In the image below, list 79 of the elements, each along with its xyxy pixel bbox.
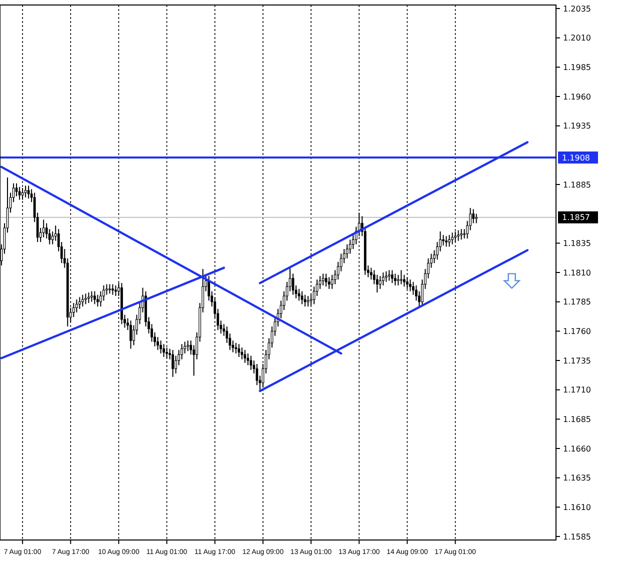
- candlestick: [160, 340, 162, 354]
- y-tick-label: 1.2010: [563, 34, 591, 43]
- candlestick: [324, 273, 328, 288]
- candlestick: [300, 290, 304, 305]
- candlestick: [244, 349, 246, 364]
- candlestick: [87, 292, 90, 304]
- y-tick-label: 1.1735: [563, 356, 591, 366]
- candlestick: [186, 340, 190, 352]
- y-tick-label: 1.1685: [563, 414, 591, 424]
- candlestick: [304, 294, 306, 308]
- candlestick: [409, 279, 412, 292]
- candlestick: [475, 213, 478, 224]
- ref-line-label: 1.1908: [562, 153, 590, 162]
- candlestick: [238, 344, 240, 358]
- candlestick: [298, 288, 300, 302]
- candlestick: [84, 293, 87, 305]
- candlestick: [397, 274, 400, 286]
- candlestick: [72, 302, 75, 318]
- candlestick: [78, 296, 81, 310]
- y-tick-label: 1.1585: [563, 532, 591, 542]
- candlestick: [130, 320, 132, 350]
- candlestick: [96, 294, 99, 308]
- candlestick: [90, 290, 93, 302]
- candlestick: [256, 364, 258, 386]
- candlestick: [348, 239, 352, 254]
- candlestick: [93, 290, 96, 305]
- y-tick-label: 1.1610: [563, 502, 591, 512]
- candlestick: [460, 228, 463, 240]
- candlestick: [15, 182, 18, 197]
- candlestick: [378, 276, 382, 290]
- y-tick-label: 1.1960: [563, 92, 591, 102]
- candlestick: [472, 208, 475, 224]
- candlestick: [346, 244, 348, 259]
- y-tick-label: 1.1760: [563, 326, 591, 336]
- candlestick: [391, 270, 394, 284]
- candlestick: [114, 284, 117, 296]
- candlestick: [400, 270, 402, 285]
- candlestick: [376, 274, 378, 293]
- candlestick: [75, 298, 78, 313]
- candlestick: [162, 344, 165, 358]
- y-tick-label: 1.1660: [563, 444, 591, 454]
- candlestick: [24, 185, 27, 198]
- candlestick: [81, 294, 84, 308]
- candlestick: [112, 284, 114, 296]
- candlestick: [250, 355, 252, 370]
- candlestick: [322, 273, 324, 286]
- y-tick-label: 1.1935: [563, 122, 591, 131]
- candlestick: [18, 186, 21, 200]
- candlestick: [108, 284, 111, 294]
- candlestick: [246, 352, 250, 366]
- candlestick: [457, 230, 460, 242]
- candlestick: [328, 276, 330, 290]
- candlestick: [442, 234, 444, 246]
- candlestick: [42, 219, 45, 238]
- candlestick: [240, 347, 244, 360]
- candlestick: [445, 236, 448, 248]
- candlestick: [234, 342, 238, 354]
- ref-line-label: 1.1857: [562, 213, 590, 222]
- candlestick: [384, 270, 388, 282]
- candlestick: [306, 295, 310, 308]
- y-tick-label: 1.1785: [563, 298, 591, 307]
- y-tick-label: 1.1835: [563, 238, 591, 248]
- y-tick-label: 1.1885: [563, 180, 591, 190]
- candlestick: [370, 267, 372, 280]
- candlestick: [388, 270, 390, 282]
- candlestick: [448, 234, 451, 248]
- candlestick: [394, 273, 396, 286]
- y-tick-label: 1.2035: [563, 4, 591, 14]
- candlestick: [382, 272, 384, 286]
- candlestick: [403, 274, 406, 288]
- candlestick: [451, 232, 454, 245]
- candlestick: [330, 274, 334, 290]
- y-tick-label: 1.1810: [563, 268, 591, 278]
- candlestick: [27, 185, 30, 200]
- candlestick: [156, 336, 159, 350]
- y-tick-label: 1.1710: [563, 386, 591, 395]
- candlestick: [172, 349, 174, 378]
- y-tick-label: 1.1635: [563, 474, 591, 483]
- y-tick-label: 1.1985: [563, 62, 591, 72]
